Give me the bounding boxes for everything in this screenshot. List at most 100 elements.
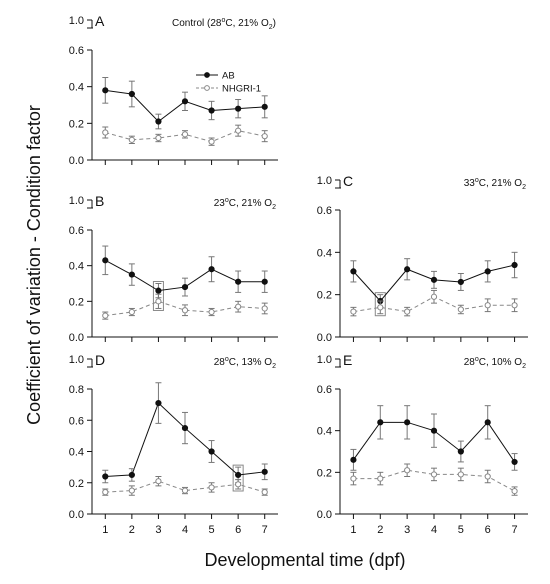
- data-point-ab: [511, 458, 518, 466]
- data-point-ab: [484, 268, 491, 275]
- legend-label: AB: [222, 71, 235, 82]
- data-point-nhgri-1: [102, 489, 109, 496]
- legend-marker: [204, 85, 210, 91]
- y-tick-label: 0.4: [69, 82, 84, 94]
- data-point-ab: [261, 103, 268, 110]
- data-point-ab: [128, 90, 135, 98]
- data-point-nhgri-1: [511, 487, 518, 495]
- y-tick-label: 1.0: [69, 354, 84, 366]
- data-point-ab: [181, 424, 189, 432]
- x-axis-label: Developmental time (dpf): [204, 550, 405, 570]
- y-tick-label: 0.0: [69, 509, 84, 521]
- y-tick-label: 0.0: [317, 332, 332, 344]
- data-point-nhgri-1: [235, 127, 242, 134]
- data-point-ab: [102, 473, 109, 480]
- panel-condition-label: 28oC, 10% O2: [464, 356, 526, 370]
- y-tick-label: 1.0: [317, 175, 332, 187]
- panel-b: 1.0 0.0 0.2 0.4 0.6 B 23oC, 21% O2: [69, 193, 278, 344]
- data-point-ab: [235, 105, 242, 112]
- data-point-nhgri-1: [155, 134, 162, 142]
- y-tick-label: 0.6: [69, 225, 84, 237]
- y-tick-label: 0.4: [317, 426, 332, 438]
- panel-letter: D: [95, 352, 105, 368]
- x-tick-label: 7: [512, 524, 518, 536]
- y-tick-label: 0.4: [69, 447, 84, 459]
- data-point-ab: [155, 399, 162, 407]
- x-tick-label: 5: [209, 524, 215, 536]
- data-point-nhgri-1: [261, 489, 268, 496]
- y-tick-label: 0.6: [317, 205, 332, 217]
- x-tick-label: 4: [431, 524, 437, 536]
- y-tick-label: 0.8: [69, 384, 84, 396]
- data-point-ab: [457, 278, 464, 286]
- legend-label: NHGRI-1: [222, 84, 261, 95]
- data-point-ab: [235, 278, 242, 285]
- data-point-nhgri-1: [261, 305, 268, 312]
- data-point-nhgri-1: [128, 487, 135, 494]
- y-tick-label: 0.6: [317, 384, 332, 396]
- series-nhgri-1: [102, 476, 268, 496]
- series-ab: [102, 77, 268, 130]
- series-nhgri-1: [102, 124, 268, 146]
- data-point-nhgri-1: [208, 138, 215, 145]
- data-point-ab: [208, 448, 215, 455]
- data-point-nhgri-1: [350, 308, 357, 315]
- data-point-nhgri-1: [128, 308, 135, 316]
- data-point-ab: [350, 456, 357, 463]
- legend: AB NHGRI-1: [196, 71, 261, 95]
- data-point-ab: [350, 268, 357, 275]
- data-point-ab: [377, 419, 384, 426]
- y-tick-label: 0.4: [69, 261, 84, 273]
- data-point-nhgri-1: [181, 307, 189, 314]
- data-point-nhgri-1: [102, 312, 109, 319]
- panel-letter: A: [95, 13, 105, 29]
- y-tick-label: 1.0: [69, 195, 84, 207]
- data-point-nhgri-1: [181, 131, 189, 138]
- data-point-ab: [484, 419, 491, 426]
- data-point-ab: [128, 271, 135, 278]
- highlight-box: [374, 292, 386, 317]
- y-tick-label: 0.0: [69, 155, 84, 167]
- x-tick-label: 4: [182, 524, 188, 536]
- data-point-ab: [261, 278, 268, 285]
- panel-condition-label: 28oC, 13% O2: [214, 356, 276, 370]
- data-point-nhgri-1: [404, 308, 411, 315]
- x-tick-label: 2: [377, 524, 383, 536]
- x-tick-label: 7: [262, 524, 268, 536]
- panel-d: 1.0 0.0 0.2 0.4 0.6 0.8 1 2 3 4 5 6 7 D 28oC, 13% O2: [69, 352, 278, 536]
- x-tick-label: 1: [350, 524, 356, 536]
- data-point-ab: [208, 107, 215, 114]
- data-point-ab: [155, 118, 162, 125]
- data-point-nhgri-1: [261, 133, 268, 140]
- x-tick-label: 6: [485, 524, 491, 536]
- data-point-ab: [235, 471, 242, 479]
- highlight-box: [232, 464, 244, 492]
- data-point-nhgri-1: [235, 303, 242, 310]
- data-point-nhgri-1: [350, 475, 357, 482]
- series-nhgri-1: [350, 463, 518, 496]
- panel-letter: E: [343, 352, 352, 368]
- data-point-ab: [181, 98, 189, 105]
- y-tick-label: 0.6: [69, 415, 84, 427]
- data-point-ab: [430, 427, 438, 434]
- x-tick-label: 3: [155, 524, 161, 536]
- data-point-ab: [181, 283, 189, 291]
- x-tick-label: 6: [235, 524, 241, 536]
- data-point-nhgri-1: [430, 293, 438, 300]
- y-axis-label: Coefficient of variation - Condition fac…: [24, 105, 44, 425]
- data-point-ab: [102, 87, 109, 94]
- panel-c: 1.0 0.0 0.2 0.4 0.6 C 33oC, 21% O2: [317, 173, 528, 344]
- panel-letter: C: [343, 173, 353, 189]
- data-point-nhgri-1: [208, 484, 215, 491]
- panel-e: 1.0 0.0 0.2 0.4 0.6 1 2 3 4 5 6 7 E 28oC, 10% O2: [317, 352, 528, 536]
- y-tick-label: 0.2: [69, 296, 84, 308]
- panel-condition-label: 23oC, 21% O2: [214, 197, 276, 211]
- data-point-ab: [430, 276, 438, 283]
- series-nhgri-1: [350, 289, 518, 317]
- data-point-nhgri-1: [128, 136, 135, 143]
- data-point-ab: [261, 468, 268, 475]
- data-point-ab: [128, 471, 135, 479]
- series-ab: [350, 405, 518, 471]
